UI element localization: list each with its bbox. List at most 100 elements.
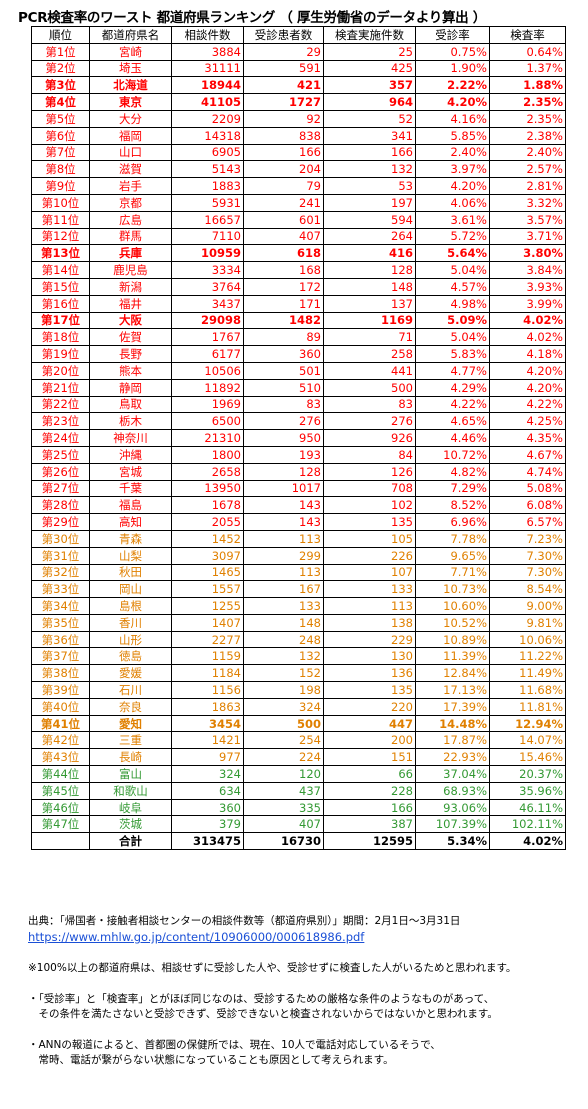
prefecture-cell: 滋賀	[89, 160, 172, 179]
consultations-cell: 2055	[171, 513, 244, 531]
tests-cell: 53	[323, 177, 416, 195]
visit-rate-cell: 93.06%	[415, 798, 490, 817]
visit-rate-cell: 7.29%	[415, 479, 490, 498]
consultations-cell: 3764	[171, 277, 244, 296]
table-row: 第18位 佐賀 1767 89 71 5.04% 4.02%	[31, 328, 566, 347]
table-row: 第14位 鹿児島 3334 168 128 5.04% 3.84%	[31, 261, 566, 279]
table-row: 第1位 宮崎 3884 29 25 0.75% 0.64%	[31, 42, 566, 61]
test-rate-cell: 4.22%	[489, 395, 566, 414]
test-rate-cell: 4.02%	[489, 311, 566, 330]
prefecture-cell: 埼玉	[89, 59, 172, 78]
table-row: 第28位 福島 1678 143 102 8.52% 6.08%	[31, 496, 566, 515]
total-label: 合計	[89, 832, 172, 851]
tests-cell: 264	[323, 227, 416, 246]
visit-rate-cell: 10.73%	[415, 580, 490, 599]
tests-cell: 135	[323, 681, 416, 699]
visit-rate-cell: 4.46%	[415, 429, 490, 447]
consultations-cell: 11892	[171, 378, 244, 397]
visit-rate-cell: 5.85%	[415, 126, 490, 145]
visit-rate-cell: 4.65%	[415, 412, 490, 431]
prefecture-cell: 石川	[89, 681, 172, 699]
total-test-rate: 4.02%	[489, 832, 566, 851]
rank-cell: 第47位	[31, 815, 90, 834]
visit-rate-cell: 6.96%	[415, 513, 490, 531]
table-row: 第6位 福岡 14318 838 341 5.85% 2.38%	[31, 126, 566, 145]
rank-cell: 第22位	[31, 395, 90, 414]
visit-rate-cell: 4.06%	[415, 193, 490, 212]
prefecture-cell: 大分	[89, 109, 172, 128]
prefecture-cell: 広島	[89, 210, 172, 229]
tests-cell: 500	[323, 378, 416, 397]
visit-rate-cell: 1.90%	[415, 59, 490, 78]
source-link[interactable]: https://www.mhlw.go.jp/content/10906000/…	[28, 930, 365, 944]
note-rate-line-2: その条件を満たさないと受診できず、受診できないと検査されないからではないかと思わ…	[28, 1008, 498, 1020]
tests-cell: 130	[323, 647, 416, 666]
tests-cell: 166	[323, 143, 416, 162]
tests-cell: 228	[323, 781, 416, 800]
header-test-rate: 検査率	[489, 26, 566, 44]
test-rate-cell: 4.35%	[489, 429, 566, 447]
table-row: 第30位 青森 1452 113 105 7.78% 7.23%	[31, 529, 566, 548]
visit-rate-cell: 5.04%	[415, 261, 490, 279]
test-rate-cell: 3.99%	[489, 294, 566, 313]
tests-cell: 341	[323, 126, 416, 145]
test-rate-cell: 4.18%	[489, 345, 566, 363]
patients-cell: 132	[243, 647, 324, 666]
visit-rate-cell: 68.93%	[415, 781, 490, 800]
consultations-cell: 1421	[171, 731, 244, 750]
visit-rate-cell: 4.29%	[415, 378, 490, 397]
consultations-cell: 10506	[171, 361, 244, 380]
consultations-cell: 324	[171, 765, 244, 783]
patients-cell: 168	[243, 261, 324, 279]
patients-cell: 29	[243, 42, 324, 61]
patients-cell: 89	[243, 328, 324, 347]
rank-cell: 第20位	[31, 361, 90, 380]
header-tests: 検査実施件数	[323, 26, 416, 44]
prefecture-cell: 愛知	[89, 714, 172, 733]
test-rate-cell: 2.57%	[489, 160, 566, 179]
consultations-cell: 1883	[171, 177, 244, 195]
patients-cell: 166	[243, 143, 324, 162]
rank-cell: 第27位	[31, 479, 90, 498]
test-rate-cell: 2.35%	[489, 93, 566, 111]
consultations-cell: 3454	[171, 714, 244, 733]
table-row: 第3位 北海道 18944 421 357 2.22% 1.88%	[31, 76, 566, 95]
prefecture-cell: 東京	[89, 93, 172, 111]
table-row: 第36位 山形 2277 248 229 10.89% 10.06%	[31, 630, 566, 649]
rank-cell: 第18位	[31, 328, 90, 347]
header-visit-rate: 受診率	[415, 26, 490, 44]
rank-cell: 第25位	[31, 445, 90, 464]
test-rate-cell: 5.08%	[489, 479, 566, 498]
rank-cell: 第7位	[31, 143, 90, 162]
visit-rate-cell: 3.97%	[415, 160, 490, 179]
visit-rate-cell: 4.57%	[415, 277, 490, 296]
table-row: 第7位 山口 6905 166 166 2.40% 2.40%	[31, 143, 566, 162]
total-tests: 12595	[323, 832, 416, 851]
rank-cell: 第36位	[31, 630, 90, 649]
patients-cell: 79	[243, 177, 324, 195]
table-row: 第10位 京都 5931 241 197 4.06% 3.32%	[31, 193, 566, 212]
test-rate-cell: 6.08%	[489, 496, 566, 515]
visit-rate-cell: 107.39%	[415, 815, 490, 834]
rank-cell: 第10位	[31, 193, 90, 212]
patients-cell: 120	[243, 765, 324, 783]
visit-rate-cell: 17.39%	[415, 697, 490, 716]
table-row: 第8位 滋賀 5143 204 132 3.97% 2.57%	[31, 160, 566, 179]
tests-cell: 220	[323, 697, 416, 716]
prefecture-cell: 長野	[89, 345, 172, 363]
table-row: 第12位 群馬 7110 407 264 5.72% 3.71%	[31, 227, 566, 246]
rank-cell: 第31位	[31, 546, 90, 565]
tests-cell: 276	[323, 412, 416, 431]
patients-cell: 254	[243, 731, 324, 750]
notes-section: 出典：「帰国者・接触者相談センターの相談件数等（都道府県別）」期間：2月1日～3…	[28, 914, 583, 1068]
consultations-cell: 10959	[171, 244, 244, 263]
tests-cell: 594	[323, 210, 416, 229]
rank-cell: 第45位	[31, 781, 90, 800]
consultations-cell: 1800	[171, 445, 244, 464]
tests-cell: 113	[323, 597, 416, 615]
patients-cell: 276	[243, 412, 324, 431]
tests-cell: 964	[323, 93, 416, 111]
consultations-cell: 3884	[171, 42, 244, 61]
tests-cell: 136	[323, 664, 416, 683]
patients-cell: 360	[243, 345, 324, 363]
